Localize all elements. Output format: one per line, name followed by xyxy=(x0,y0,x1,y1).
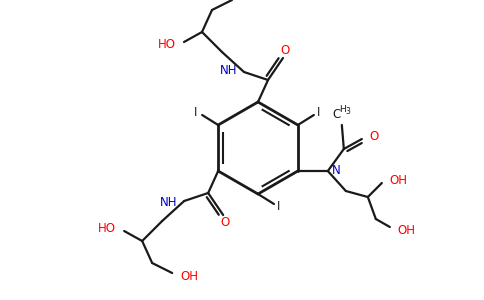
Text: I: I xyxy=(317,106,320,118)
Text: HO: HO xyxy=(98,221,116,235)
Text: C: C xyxy=(333,109,341,122)
Text: I: I xyxy=(194,106,197,118)
Text: HO: HO xyxy=(158,38,176,52)
Text: OH: OH xyxy=(240,0,258,4)
Text: H: H xyxy=(339,104,346,113)
Text: O: O xyxy=(221,215,230,229)
Text: O: O xyxy=(280,44,289,58)
Text: OH: OH xyxy=(180,269,198,283)
Text: 3: 3 xyxy=(346,107,350,116)
Text: I: I xyxy=(277,200,281,214)
Text: NH: NH xyxy=(160,196,177,209)
Text: NH: NH xyxy=(220,64,237,76)
Text: O: O xyxy=(370,130,379,143)
Text: OH: OH xyxy=(390,173,408,187)
Text: N: N xyxy=(332,164,341,178)
Text: OH: OH xyxy=(398,224,416,236)
